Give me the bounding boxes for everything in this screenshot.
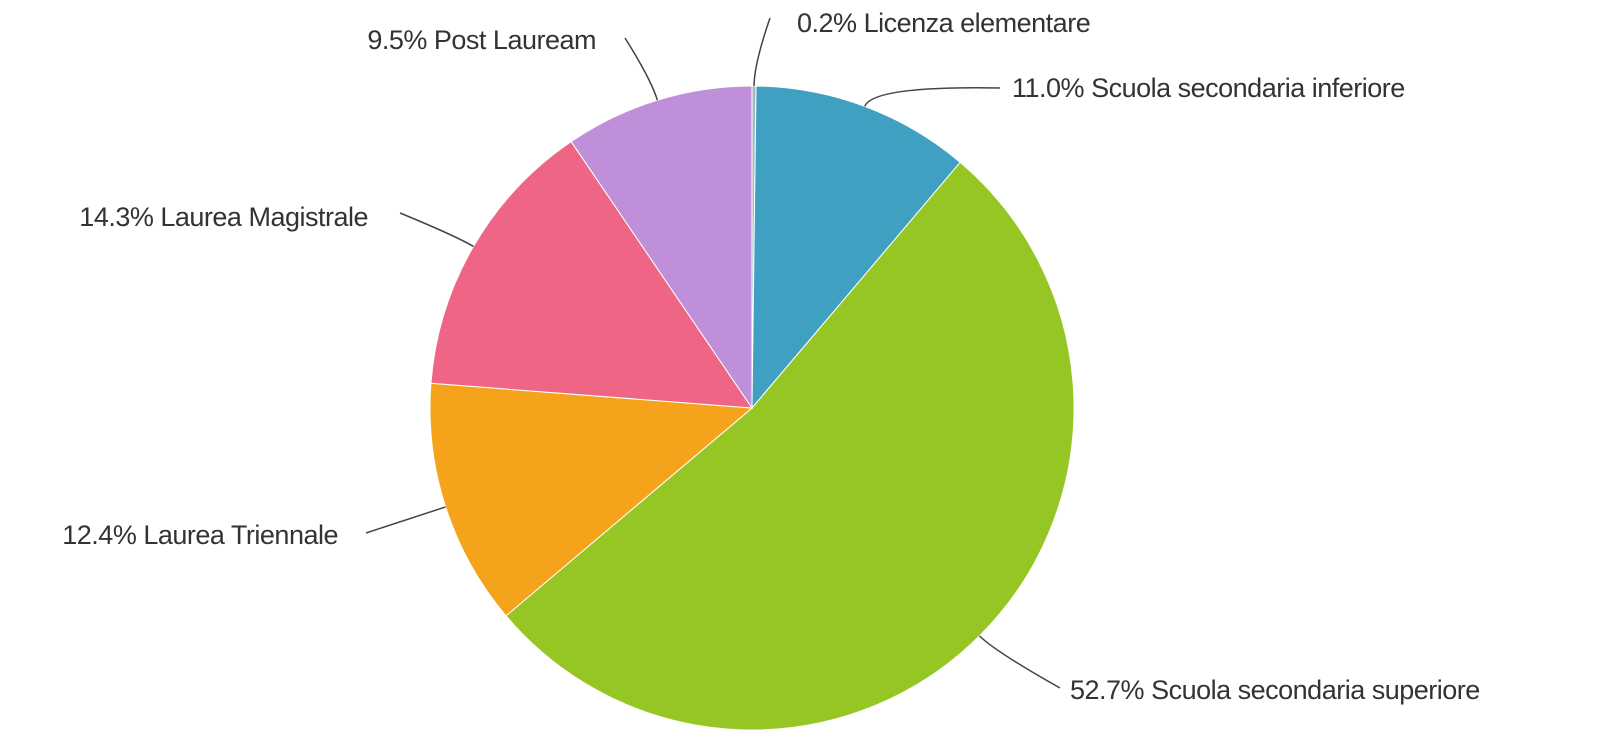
slice-label: 0.2% Licenza elementare [797, 8, 1090, 38]
slice-value-label: 0.2% [797, 8, 857, 38]
slice-value-label: 9.5% [367, 25, 427, 55]
slice-category-label: Laurea Triennale [143, 520, 338, 550]
slice-label: 12.4% Laurea Triennale [62, 520, 338, 550]
pie-slice [570, 85, 753, 410]
slice-label: 11.0% Scuola secondaria inferiore [1012, 73, 1405, 103]
slice-label: 52.7% Scuola secondaria superiore [1070, 675, 1480, 705]
leader-line [978, 635, 1061, 689]
leader-line [624, 37, 659, 101]
slice-category-label: Licenza elementare [864, 8, 1091, 38]
slice-value-label: 14.3% [79, 202, 154, 232]
pie-slice [429, 382, 754, 617]
pie-slice [751, 85, 961, 410]
leader-line [864, 87, 1001, 107]
slice-value-label: 52.7% [1070, 675, 1145, 705]
slice-label: 9.5% Post Lauream [367, 25, 596, 55]
slice-label: 14.3% Laurea Magistrale [79, 202, 368, 232]
leader-line [399, 212, 474, 248]
leader-line [753, 17, 771, 87]
slice-category-label: Scuola secondaria superiore [1151, 675, 1480, 705]
slice-category-label: Scuola secondaria inferiore [1091, 73, 1405, 103]
slice-category-label: Post Lauream [434, 25, 596, 55]
slice-category-label: Laurea Magistrale [160, 202, 368, 232]
slice-value-label: 12.4% [62, 520, 137, 550]
leader-line [365, 506, 446, 534]
slice-value-label: 11.0% [1012, 73, 1085, 103]
